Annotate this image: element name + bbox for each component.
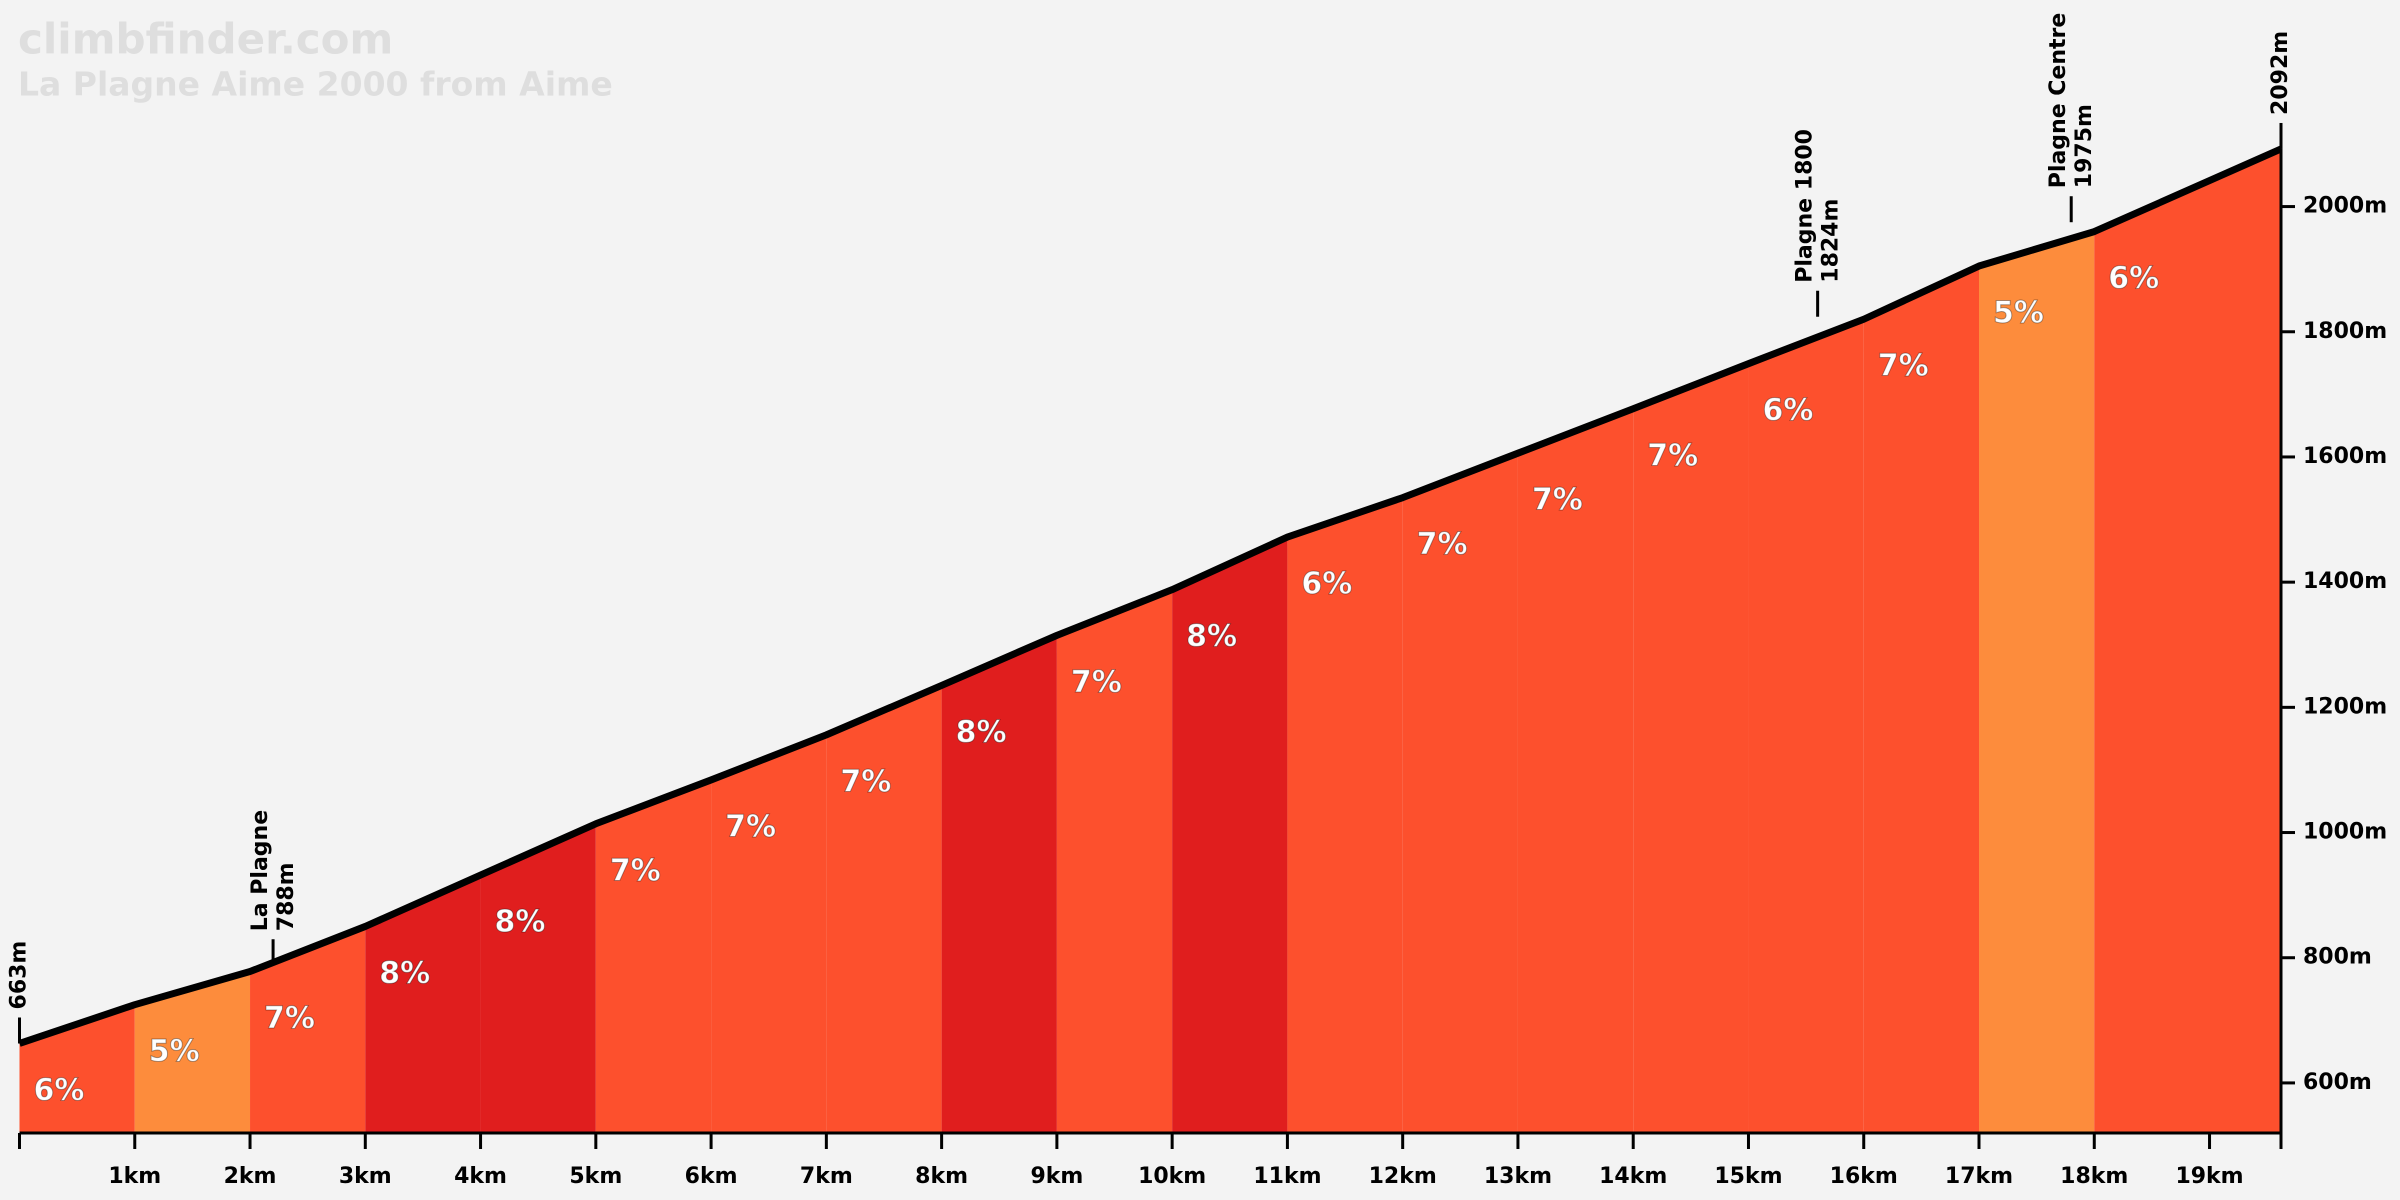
- gradient-segment: [480, 823, 596, 1133]
- chart-subtitle: La Plagne Aime 2000 from Aime: [18, 65, 613, 104]
- gradient-segment: [1748, 319, 1864, 1133]
- gradient-segment: [1863, 266, 1980, 1134]
- gradient-label: 6%: [1762, 393, 1813, 428]
- gradient-label: 7%: [840, 764, 891, 799]
- x-tick-label: 3km: [339, 1164, 392, 1189]
- gradient-label: 6%: [34, 1073, 85, 1108]
- x-tick-label: 12km: [1369, 1164, 1437, 1189]
- x-tick-label: 13km: [1484, 1164, 1552, 1189]
- y-tick-label: 2000m: [2303, 194, 2387, 219]
- chart-title: climbfinder.com: [18, 15, 393, 64]
- gradient-label: 8%: [956, 715, 1007, 750]
- gradient-segment: [1633, 363, 1749, 1133]
- gradient-label: 7%: [1417, 527, 1468, 562]
- gradient-segment: [711, 734, 827, 1133]
- x-tick-label: 1km: [108, 1164, 161, 1189]
- profile-line: [18, 145, 2283, 1047]
- y-tick-label: 1000m: [2303, 820, 2387, 845]
- gradient-label: 7%: [1071, 665, 1122, 700]
- gradient-segment: [941, 635, 1057, 1133]
- annotation-elevation: 663m: [7, 941, 32, 1010]
- x-tick-label: 6km: [685, 1164, 738, 1189]
- x-tick-label: 7km: [800, 1164, 853, 1189]
- gradient-label: 7%: [610, 853, 661, 888]
- x-tick-label: 8km: [915, 1164, 968, 1189]
- x-tick-label: 9km: [1030, 1164, 1083, 1189]
- gradient-label: 7%: [725, 809, 776, 844]
- y-tick-label: 1200m: [2303, 694, 2387, 719]
- gradient-segment: [134, 971, 251, 1133]
- x-tick-label: 19km: [2175, 1164, 2243, 1189]
- gradient-label: 8%: [1186, 619, 1237, 654]
- gradient-label: 8%: [379, 956, 430, 991]
- gradient-segment: [1517, 408, 1634, 1133]
- gradient-segment: [1287, 497, 1403, 1133]
- gradient-label: 7%: [1532, 483, 1583, 518]
- gradient-segment: [595, 779, 712, 1133]
- gradient-segment: [1056, 589, 1173, 1133]
- annotation-name: Plagne 1800: [1793, 129, 1818, 283]
- x-tick-label: 10km: [1138, 1164, 1206, 1189]
- gradient-label: 6%: [2108, 261, 2159, 296]
- gradient-label: 7%: [1878, 349, 1929, 384]
- annotation-elevation: 2092m: [2268, 31, 2293, 115]
- gradient-segment: [250, 926, 366, 1133]
- annotation-elevation: 1975m: [2072, 104, 2097, 188]
- x-tick-label: 16km: [1830, 1164, 1898, 1189]
- gradient-label: 7%: [264, 1001, 315, 1036]
- x-tick-label: 14km: [1599, 1164, 1667, 1189]
- x-tick-label: 18km: [2060, 1164, 2128, 1189]
- x-tick-label: 5km: [569, 1164, 622, 1189]
- gradient-label: 8%: [495, 905, 546, 940]
- gradient-label: 7%: [1647, 438, 1698, 473]
- gradient-segment: [1402, 453, 1518, 1133]
- y-tick-label: 600m: [2303, 1070, 2372, 1095]
- y-tick-label: 1400m: [2303, 569, 2387, 594]
- gradient-segment: [365, 875, 481, 1133]
- gradient-label: 5%: [1993, 296, 2044, 331]
- gradient-label: 5%: [149, 1034, 200, 1069]
- y-tick-label: 1600m: [2303, 444, 2387, 469]
- gradient-segment: [1979, 231, 2095, 1134]
- x-tick-label: 4km: [454, 1164, 507, 1189]
- annotation-elevation: 1824m: [1819, 199, 1844, 283]
- annotation-name: La Plagne: [248, 810, 273, 931]
- y-tick-label: 1800m: [2303, 319, 2387, 344]
- x-tick-label: 17km: [1945, 1164, 2013, 1189]
- gradient-segment: [826, 685, 942, 1133]
- x-tick-label: 2km: [224, 1164, 277, 1189]
- gradient-segment: [1172, 537, 1288, 1133]
- gradient-label: 6%: [1301, 567, 1352, 602]
- annotation-elevation: 788m: [274, 862, 299, 931]
- y-tick-label: 800m: [2303, 945, 2372, 970]
- annotation-name: Plagne Centre: [2046, 13, 2071, 189]
- gradient-segment: [2094, 148, 2281, 1134]
- x-tick-label: 15km: [1714, 1164, 1782, 1189]
- x-tick-label: 11km: [1253, 1164, 1321, 1189]
